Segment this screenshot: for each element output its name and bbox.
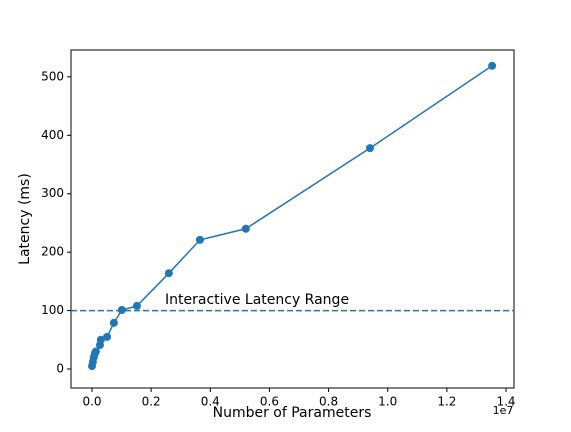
x-offset-label: 1e7	[493, 404, 514, 417]
x-axis-label: Number of Parameters	[213, 405, 372, 421]
point	[365, 144, 374, 153]
x-tick-label: 0.0	[82, 395, 101, 409]
point	[488, 61, 497, 70]
y-axis-label: Latency (ms)	[17, 173, 33, 265]
point	[241, 224, 250, 233]
y-tick-label: 300	[41, 186, 64, 200]
x-tick-label: 1.4	[496, 395, 515, 409]
annotation: Interactive Latency Range	[165, 292, 349, 308]
point	[103, 332, 112, 341]
point	[117, 306, 126, 314]
axes-frame	[70, 49, 515, 389]
y-tick-label: 500	[41, 69, 64, 83]
point	[91, 347, 100, 356]
y-tick-label: 100	[41, 303, 64, 317]
x-tick-label: 0.4	[201, 395, 220, 409]
x-tick-label: 0.6	[260, 395, 279, 409]
x-tick-label: 1.2	[437, 395, 456, 409]
y-tick-label: 0	[56, 362, 64, 376]
y-tick-label: 400	[41, 128, 64, 142]
y-tick-label: 200	[41, 245, 64, 259]
point	[195, 235, 204, 244]
x-tick-label: 0.2	[142, 395, 161, 409]
line	[91, 65, 493, 367]
x-tick-label: 1.0	[378, 395, 397, 409]
point	[132, 301, 141, 310]
x-tick-label: 0.8	[319, 395, 338, 409]
point	[96, 335, 105, 344]
point	[109, 318, 118, 327]
point	[164, 269, 173, 278]
